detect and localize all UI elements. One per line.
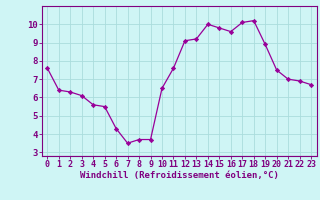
X-axis label: Windchill (Refroidissement éolien,°C): Windchill (Refroidissement éolien,°C) [80, 171, 279, 180]
